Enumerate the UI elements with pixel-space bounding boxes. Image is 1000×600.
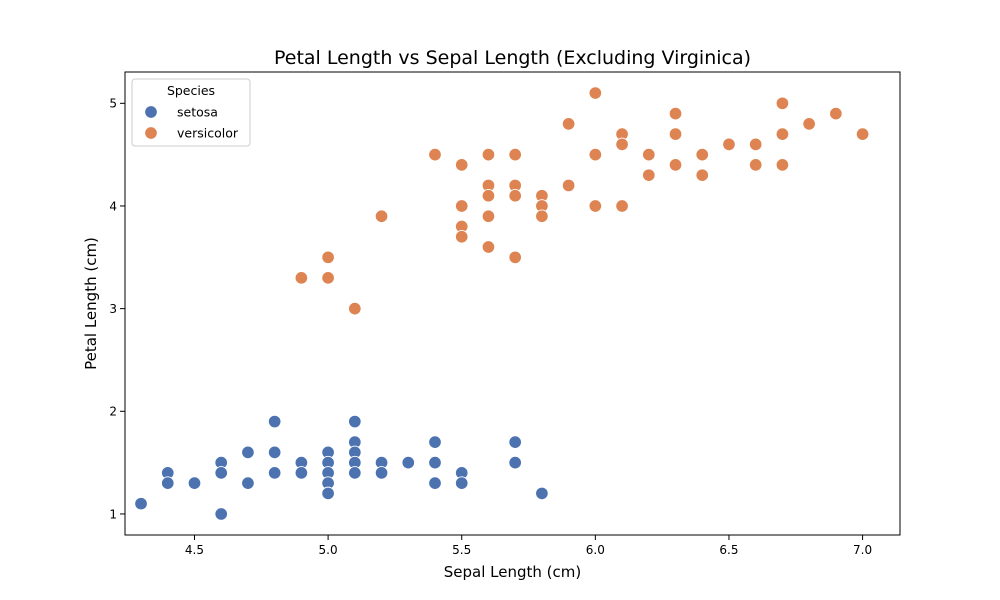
point-versicolor-43	[802, 117, 816, 131]
point-versicolor-39	[748, 158, 763, 172]
point-versicolor-40	[775, 96, 790, 111]
point-versicolor-5	[428, 147, 442, 162]
point-versicolor-4	[374, 209, 389, 223]
point-setosa-0	[134, 496, 148, 511]
point-versicolor-6	[454, 158, 469, 172]
y-axis-ticks: 1 2 3 4 5	[109, 97, 125, 521]
point-versicolor-38	[748, 137, 763, 152]
point-versicolor-31	[642, 168, 656, 182]
point-versicolor-42	[775, 158, 790, 172]
point-versicolor-18	[508, 250, 522, 265]
point-versicolor-33	[668, 127, 683, 141]
point-versicolor-34	[668, 158, 683, 172]
point-versicolor-15	[508, 147, 522, 162]
point-setosa-6	[214, 507, 228, 521]
x-tick-label-1: 5.0	[319, 543, 338, 557]
point-setosa-19	[348, 414, 362, 429]
point-versicolor-24	[588, 86, 603, 100]
legend-marker-setosa	[144, 105, 158, 119]
point-versicolor-26	[588, 199, 603, 213]
point-versicolor-9	[454, 230, 469, 244]
point-setosa-29	[428, 476, 442, 490]
legend-title: Species	[167, 83, 215, 98]
legend-marker-versicolor	[144, 126, 158, 140]
x-tick-label-4: 6.5	[719, 543, 738, 557]
y-tick-label-1: 2	[109, 405, 117, 419]
legend: Species setosa versicolor	[131, 78, 251, 147]
y-tick-label-3: 4	[109, 199, 117, 213]
point-versicolor-17	[508, 188, 522, 203]
point-versicolor-35	[695, 147, 709, 162]
point-versicolor-36	[695, 168, 709, 182]
y-tick-label-0: 1	[109, 507, 117, 521]
point-versicolor-29	[615, 199, 629, 213]
x-tick-label-0: 4.5	[185, 543, 204, 557]
legend-label-versicolor: versicolor	[177, 126, 239, 141]
point-versicolor-30	[642, 147, 656, 162]
points-layer	[134, 86, 870, 521]
point-setosa-11	[267, 466, 282, 480]
point-setosa-9	[267, 414, 282, 429]
x-axis-ticks: 4.5 5.0 5.5 6.0 6.5 7.0	[185, 535, 872, 557]
x-tick-label-5: 7.0	[853, 543, 872, 557]
point-setosa-31	[454, 476, 469, 490]
point-versicolor-14	[481, 240, 496, 254]
chart-title: Petal Length vs Sepal Length (Excluding …	[274, 47, 751, 69]
x-axis-label: Sepal Length (cm)	[444, 563, 581, 581]
point-versicolor-37	[722, 137, 736, 152]
point-versicolor-28	[615, 137, 629, 152]
point-setosa-26	[401, 455, 416, 470]
point-setosa-25	[374, 466, 389, 480]
y-tick-label-4: 5	[109, 97, 117, 111]
y-tick-label-2: 3	[109, 302, 117, 316]
point-versicolor-13	[481, 209, 496, 223]
point-versicolor-1	[321, 250, 335, 265]
point-setosa-7	[241, 445, 255, 460]
point-versicolor-44	[829, 106, 843, 121]
legend-box	[131, 78, 251, 147]
x-tick-label-2: 5.5	[452, 543, 471, 557]
plot-frame	[124, 71, 901, 536]
point-setosa-27	[428, 435, 442, 449]
legend-label-setosa: setosa	[177, 105, 218, 120]
point-setosa-28	[428, 455, 442, 470]
point-setosa-10	[267, 445, 282, 460]
point-versicolor-0	[294, 271, 309, 285]
point-versicolor-41	[775, 127, 790, 141]
point-setosa-3	[187, 476, 202, 490]
point-setosa-32	[508, 435, 522, 449]
point-setosa-18	[321, 486, 335, 501]
point-versicolor-21	[535, 209, 549, 223]
point-versicolor-12	[481, 188, 496, 203]
point-versicolor-2	[321, 271, 335, 285]
point-setosa-8	[241, 476, 255, 490]
y-axis-label: Petal Length (cm)	[82, 237, 100, 370]
point-versicolor-22	[561, 117, 576, 131]
point-versicolor-7	[454, 199, 469, 213]
point-setosa-2	[161, 476, 175, 490]
point-versicolor-10	[481, 147, 496, 162]
x-tick-label-3: 6.0	[586, 543, 605, 557]
point-versicolor-45	[855, 127, 870, 141]
point-setosa-23	[348, 466, 362, 480]
point-versicolor-3	[348, 301, 362, 316]
point-setosa-34	[535, 486, 549, 501]
point-versicolor-23	[561, 178, 576, 193]
point-setosa-13	[294, 466, 309, 480]
point-setosa-5	[214, 466, 228, 480]
point-versicolor-25	[588, 147, 603, 162]
point-setosa-33	[508, 455, 522, 470]
point-versicolor-32	[668, 106, 683, 121]
